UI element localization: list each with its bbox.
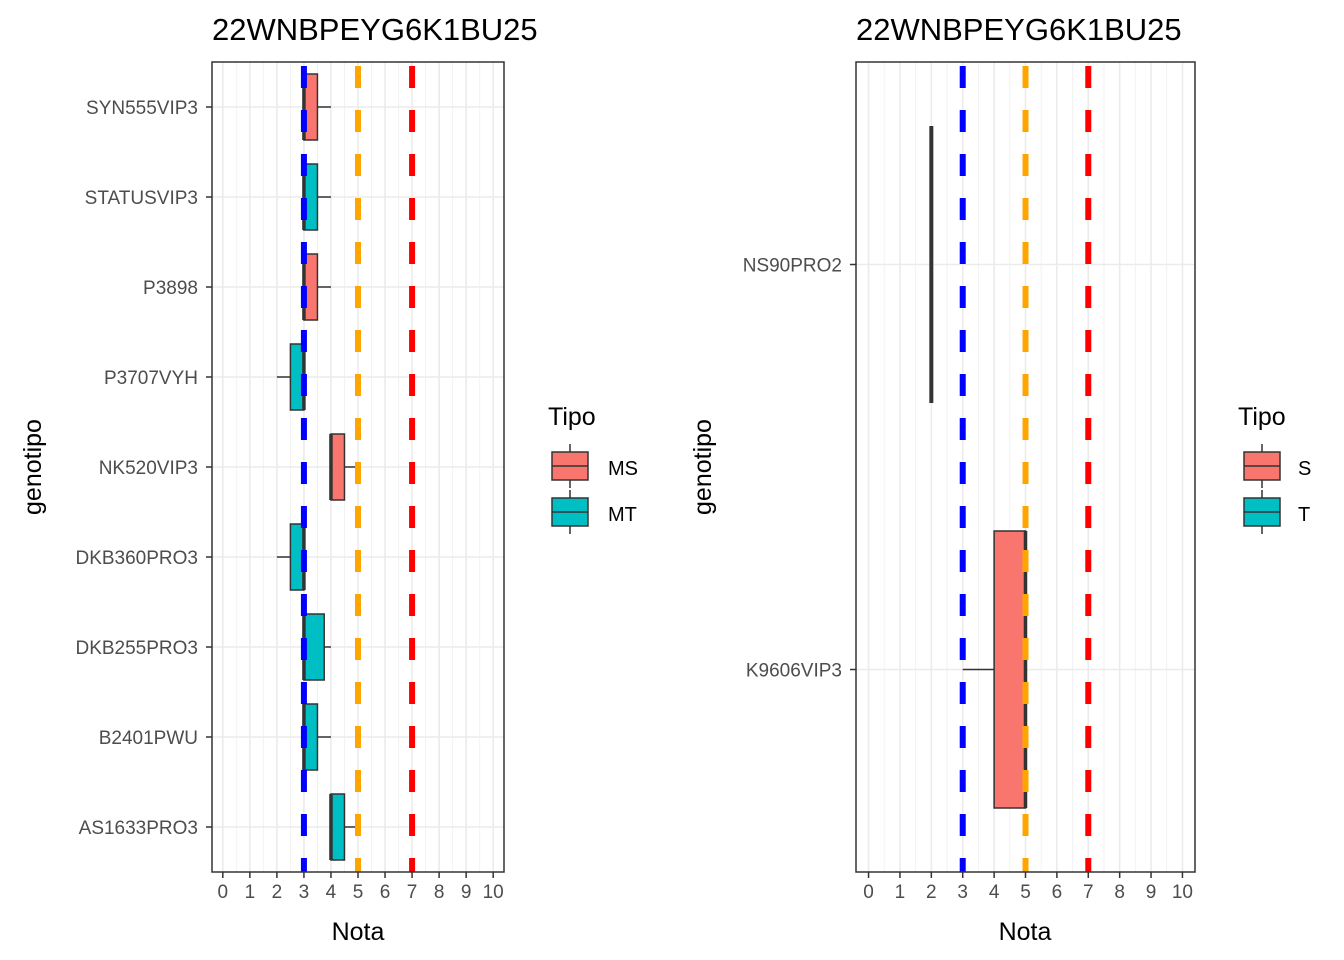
right-chart-title: 22WNBPEYG6K1BU25 xyxy=(856,12,1182,47)
right-y-tick-label: NS90PRO2 xyxy=(743,256,842,277)
left-legend-label-mt: MT xyxy=(608,504,637,526)
box-K9606VIP3 xyxy=(993,530,1027,809)
left-y-axis-title: genotipo xyxy=(19,419,47,515)
right-x-tick-label: 5 xyxy=(1020,882,1031,903)
left-panel: 22WNBPEYG6K1BU25 Nota genotipo Tipo MS M… xyxy=(19,12,638,946)
box-DKB255PRO3 xyxy=(303,613,325,681)
right-y-axis-title: genotipo xyxy=(689,419,717,515)
left-x-tick-label: 10 xyxy=(483,882,504,903)
left-legend-title: Tipo xyxy=(548,403,596,431)
left-y-tick-label: B2401PWU xyxy=(99,728,198,749)
left-x-tick-label: 2 xyxy=(272,882,283,903)
left-x-tick-label: 9 xyxy=(461,882,472,903)
right-y-tick-label: K9606VIP3 xyxy=(746,661,842,682)
left-y-tick-label: P3898 xyxy=(143,278,198,299)
right-x-tick-label: 2 xyxy=(926,882,937,903)
right-legend-title: Tipo xyxy=(1238,403,1286,431)
right-x-tick-label: 6 xyxy=(1052,882,1063,903)
left-y-tick-label: DKB360PRO3 xyxy=(75,548,198,569)
right-x-tick-label: 10 xyxy=(1172,882,1193,903)
left-x-tick-label: 3 xyxy=(299,882,310,903)
left-y-tick-label: AS1633PRO3 xyxy=(79,818,198,839)
right-x-axis-title: Nota xyxy=(999,918,1052,946)
right-x-tick-label: 8 xyxy=(1114,882,1125,903)
right-x-tick-label: 7 xyxy=(1083,882,1094,903)
left-chart-title: 22WNBPEYG6K1BU25 xyxy=(212,12,538,47)
left-x-tick-label: 1 xyxy=(245,882,256,903)
left-x-tick-label: 7 xyxy=(407,882,418,903)
left-y-tick-label: STATUSVIP3 xyxy=(85,188,198,209)
left-y-tick-label: NK520VIP3 xyxy=(99,458,198,479)
right-x-tick-label: 1 xyxy=(895,882,906,903)
left-x-tick-label: 0 xyxy=(218,882,229,903)
right-x-tick-label: 3 xyxy=(957,882,968,903)
left-x-tick-label: 5 xyxy=(353,882,364,903)
left-y-tick-label: DKB255PRO3 xyxy=(75,638,198,659)
right-legend-label-s: S xyxy=(1298,458,1311,480)
left-y-tick-label: SYN555VIP3 xyxy=(86,98,198,119)
right-panel: 22WNBPEYG6K1BU25 Nota genotipo Tipo S T … xyxy=(689,12,1311,946)
right-legend-label-t: T xyxy=(1298,504,1310,526)
right-x-tick-label: 4 xyxy=(989,882,1000,903)
right-x-tick-label: 9 xyxy=(1146,882,1157,903)
left-x-tick-label: 6 xyxy=(380,882,391,903)
left-x-axis-title: Nota xyxy=(332,918,385,946)
left-x-tick-label: 4 xyxy=(326,882,337,903)
left-legend-label-ms: MS xyxy=(608,458,638,480)
left-x-tick-label: 8 xyxy=(434,882,445,903)
left-y-tick-label: P3707VYH xyxy=(104,368,198,389)
right-x-tick-label: 0 xyxy=(863,882,874,903)
box-NK520VIP3 xyxy=(330,433,346,501)
box-AS1633PRO3 xyxy=(330,793,346,861)
